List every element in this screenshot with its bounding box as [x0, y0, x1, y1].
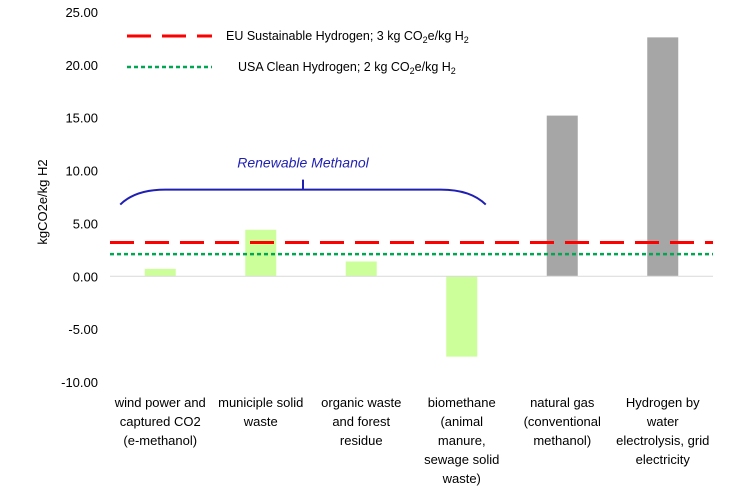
x-category-label: natural gas (conventional methanol) — [524, 395, 601, 448]
reference-lines — [110, 240, 713, 256]
y-tick-label: 5.00 — [73, 216, 98, 231]
bar — [446, 276, 478, 357]
x-category-label: municiple solid waste — [218, 395, 303, 429]
legend: EU Sustainable Hydrogen; 3 kg CO2e/kg H2… — [127, 29, 469, 76]
y-axis: 25.00 20.00 15.00 10.00 5.00 0.00 -5.00 -10.00 — [61, 5, 98, 390]
y-axis-label-group: kgCO2e/kg H2 — [35, 159, 50, 244]
y-tick-label: -5.00 — [68, 322, 98, 337]
y-tick-label: 25.00 — [65, 5, 98, 20]
x-category-label: Hydrogen by water electrolysis, grid electr… — [616, 395, 709, 467]
x-category-label: biomethane (animal manure, sewage solid wast… — [424, 395, 499, 486]
annotation-label: Renewable Methanol — [237, 155, 369, 171]
legend-label: USA Clean Hydrogen; 2 kg CO2e/kg H2 — [238, 60, 456, 76]
y-tick-label: 0.00 — [73, 269, 98, 284]
bars — [144, 37, 679, 357]
bar — [546, 115, 578, 277]
y-tick-label: 15.00 — [65, 111, 98, 126]
x-axis: wind power and captured CO2 (e-methanol) mu… — [110, 275, 713, 486]
y-tick-label: 20.00 — [65, 58, 98, 73]
y-axis-label: kgCO2e/kg H2 — [35, 159, 50, 244]
y-tick-label: 10.00 — [65, 164, 98, 179]
x-category-label: wind power and captured CO2 (e-methanol) — [114, 395, 206, 448]
bar — [345, 261, 377, 277]
bar — [144, 268, 176, 277]
legend-label: EU Sustainable Hydrogen; 3 kg CO2e/kg H2 — [226, 29, 469, 45]
brace-bracket — [119, 179, 487, 206]
x-category-label: organic waste and forest residue — [321, 395, 401, 448]
renewable-methanol-annotation: Renewable Methanol — [119, 155, 487, 206]
bar — [647, 37, 679, 277]
y-tick-label: -10.00 — [61, 375, 98, 390]
